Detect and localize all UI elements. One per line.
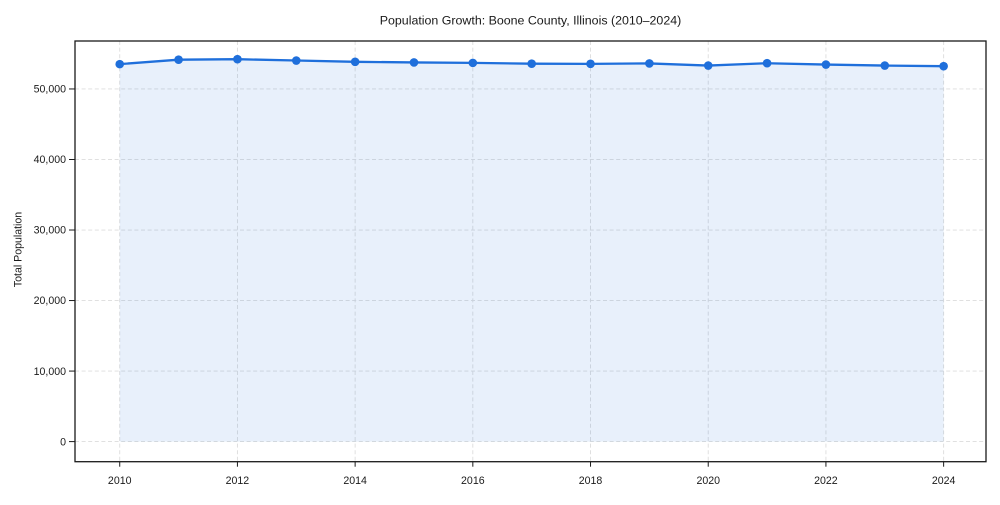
area-fill: [119, 59, 944, 442]
plot-border: [74, 40, 987, 463]
x-tick-label: 2024: [932, 475, 956, 487]
x-tick-label: 2012: [226, 475, 250, 487]
data-point-2019: [645, 59, 654, 68]
y-tick-label: 30,000: [34, 225, 67, 237]
y-tick-label: 40,000: [34, 154, 67, 166]
data-point-2015: [409, 58, 419, 67]
data-point-2014: [350, 57, 360, 67]
y-tick-label: 0: [60, 436, 66, 448]
x-tick-label: 2016: [461, 475, 485, 487]
data-point-2018: [586, 59, 595, 69]
data-point-2010: [115, 59, 125, 69]
data-point-2023: [880, 61, 890, 70]
data-point-2013: [291, 56, 301, 65]
y-tick-label: 20,000: [34, 295, 67, 307]
data-point-2021: [762, 58, 772, 68]
x-tick-label: 2020: [696, 475, 720, 487]
chart-title: Population Growth: Boone County, Illinoi…: [380, 14, 681, 28]
data-point-2022: [821, 60, 831, 69]
x-tick-label: 2022: [814, 475, 838, 487]
data-point-2011: [174, 55, 183, 64]
x-tick-label: 2018: [579, 475, 603, 487]
data-point-2024: [939, 61, 948, 71]
x-tick-label: 2014: [343, 475, 367, 487]
data-point-2020: [703, 61, 713, 70]
y-tick-label: 50,000: [34, 84, 67, 96]
x-tick-label: 2010: [108, 475, 132, 487]
plot-area: 0 10,000 20,000 30,000 40,000 50,000 2010 2012 2…: [34, 40, 987, 487]
y-axis-label: Total Population: [13, 212, 25, 287]
data-point-2012: [233, 54, 242, 64]
data-point-2016: [468, 58, 478, 68]
data-point-2017: [527, 59, 536, 69]
y-tick-label: 10,000: [34, 366, 67, 378]
